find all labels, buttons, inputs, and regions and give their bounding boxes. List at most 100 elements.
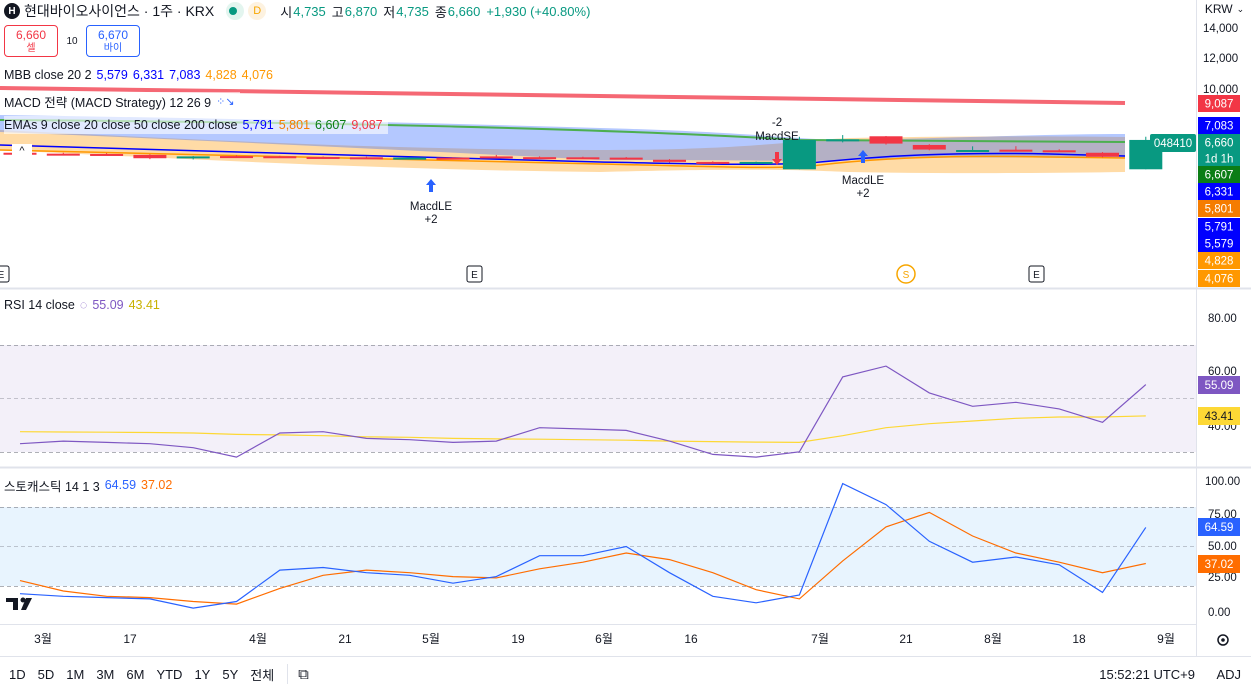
stoch-k-value-badge: 64.59 bbox=[1198, 518, 1240, 536]
candle[interactable] bbox=[956, 146, 990, 152]
legend-stoch[interactable]: 스토캐스틱 14 1 3 64.59 37.02 bbox=[4, 476, 178, 494]
candle[interactable] bbox=[1042, 149, 1076, 153]
macd-se-qty: -2 bbox=[772, 117, 782, 129]
range-3m[interactable]: 3M bbox=[96, 666, 115, 682]
range-1m[interactable]: 1M bbox=[66, 666, 85, 682]
arrow-up-icon bbox=[858, 150, 868, 163]
candle[interactable] bbox=[739, 161, 773, 164]
symbol-title[interactable]: 현대바이오사이언스 · 1주 · KRX bbox=[24, 3, 215, 19]
low-label: 저 bbox=[383, 4, 396, 20]
candle[interactable] bbox=[220, 155, 253, 159]
range-5d[interactable]: 5D bbox=[37, 666, 55, 682]
market-open-icon[interactable] bbox=[226, 2, 245, 20]
candle[interactable] bbox=[133, 154, 167, 160]
candle[interactable] bbox=[696, 161, 730, 164]
range-5y[interactable]: 5Y bbox=[222, 666, 239, 682]
price-axis-badge: 5,791 bbox=[1198, 218, 1240, 235]
candle-body bbox=[1086, 152, 1119, 157]
candle[interactable] bbox=[999, 146, 1033, 152]
time-axis-label: 21 bbox=[338, 632, 352, 646]
currency-selector[interactable]: KRW ⌄ bbox=[1198, 0, 1251, 18]
candle-body bbox=[479, 156, 513, 159]
buy-button[interactable]: 6,670 바이 bbox=[86, 25, 140, 57]
price-axis-badge-text: 6,660 bbox=[1205, 138, 1234, 150]
candle[interactable] bbox=[176, 156, 210, 160]
price-axis-badge: 5,579 bbox=[1198, 235, 1240, 252]
sell-price: 6,660 bbox=[15, 28, 47, 42]
candle[interactable] bbox=[90, 153, 124, 156]
candle[interactable] bbox=[826, 135, 860, 143]
time-axis[interactable]: 3월 17 4월 21 5월 19 6월 16 7월 21 8월 18 9월 bbox=[34, 632, 1175, 646]
clock[interactable]: 15:52:21 UTC+9 bbox=[1099, 667, 1195, 682]
candle-body bbox=[999, 149, 1033, 152]
trade-panel: 6,660 셀 10 6,670 바이 bbox=[4, 25, 140, 57]
stoch-tick-label: 25.00 bbox=[1208, 572, 1237, 584]
event-split-marker[interactable]: S bbox=[896, 264, 916, 284]
candle[interactable] bbox=[609, 157, 643, 160]
delayed-data-badge[interactable]: D bbox=[248, 2, 267, 20]
tradingview-logo-icon[interactable] bbox=[6, 596, 40, 612]
candle-body bbox=[566, 157, 600, 160]
quantity-field[interactable]: 10 bbox=[66, 35, 78, 47]
candle[interactable] bbox=[46, 152, 80, 156]
range-1y[interactable]: 1Y bbox=[194, 666, 211, 682]
time-axis-label: 19 bbox=[511, 632, 525, 646]
macd-le-qty: +2 bbox=[424, 214, 437, 226]
event-earnings-marker[interactable]: E bbox=[466, 265, 483, 283]
price-axis-badge-text: 6,331 bbox=[1205, 187, 1234, 199]
candle[interactable] bbox=[566, 156, 600, 160]
legend-rsi[interactable]: RSI 14 close ◌ 55.09 43.41 bbox=[4, 296, 165, 314]
price-axis-badge-text: 5,579 bbox=[1205, 239, 1234, 251]
candle[interactable] bbox=[1086, 152, 1119, 158]
data-window-icon[interactable]: ⁘↘ bbox=[216, 95, 235, 108]
event-earnings-marker[interactable]: E bbox=[1028, 265, 1045, 283]
candle[interactable] bbox=[912, 144, 946, 151]
candle[interactable] bbox=[653, 159, 686, 163]
candle-body bbox=[653, 159, 686, 162]
candle[interactable] bbox=[869, 135, 903, 145]
legend-emas[interactable]: EMAs 9 close 20 close 50 close 200 close… bbox=[4, 116, 388, 134]
range-ytd[interactable]: YTD bbox=[156, 666, 183, 682]
stoch-k-legend-value: 64.59 bbox=[104, 478, 137, 492]
time-axis-label: 8월 bbox=[984, 632, 1002, 646]
chevron-down-icon: ⌄ bbox=[1236, 3, 1245, 14]
legend-macd[interactable]: MACD 전략 (MACD Strategy) 12 26 9 ⁘↘ bbox=[4, 92, 240, 110]
rsi-legend-value: 55.09 bbox=[92, 298, 124, 312]
macd-le-marker-2[interactable]: MacdLE +2 bbox=[842, 150, 885, 200]
sell-button[interactable]: 6,660 셀 bbox=[4, 25, 58, 57]
candle-body bbox=[220, 156, 253, 159]
candle[interactable] bbox=[349, 156, 383, 160]
collapse-legend-button[interactable]: ^ bbox=[12, 144, 32, 158]
legend-mbb[interactable]: MBB close 20 2 5,579 6,331 7,083 4,828 4… bbox=[4, 66, 278, 84]
candle-body bbox=[393, 157, 427, 160]
mbb-value-2: 6,331 bbox=[132, 68, 165, 82]
emas-value-1: 5,791 bbox=[242, 118, 274, 132]
candle[interactable] bbox=[263, 155, 297, 159]
time-axis-label: 7월 bbox=[811, 632, 829, 646]
symbol-header[interactable]: H 현대바이오사이언스 · 1주 · KRX D 시 4,735 고 6,870… bbox=[0, 0, 596, 22]
event-earnings-marker[interactable]: E bbox=[0, 265, 10, 283]
bottom-toolbar: 1D 5D 1M 3M 6M YTD 1Y 5Y 전체 ⧉ 15:52:21 U… bbox=[0, 656, 1251, 691]
candle[interactable] bbox=[393, 157, 427, 160]
candle[interactable] bbox=[782, 136, 816, 170]
macd-se-marker[interactable]: -2 MacdSE bbox=[755, 117, 799, 165]
candle[interactable] bbox=[306, 156, 340, 160]
candle[interactable] bbox=[479, 154, 513, 159]
price-axis-badge-text: 5,801 bbox=[1205, 204, 1234, 216]
candle-body bbox=[523, 157, 557, 160]
stoch-tick-label: 0.00 bbox=[1208, 607, 1230, 619]
range-all[interactable]: 전체 bbox=[250, 667, 275, 683]
candle[interactable] bbox=[436, 157, 470, 160]
loading-icon: ◌ bbox=[79, 298, 88, 312]
date-range-icon[interactable]: ⧉ bbox=[298, 665, 309, 683]
range-6m[interactable]: 6M bbox=[126, 666, 145, 682]
candle-body bbox=[869, 136, 903, 144]
candle-body bbox=[263, 156, 297, 159]
adj-toggle[interactable]: ADJ bbox=[1216, 667, 1241, 682]
macd-le-marker-1[interactable]: MacdLE +2 bbox=[410, 179, 453, 226]
candle[interactable] bbox=[523, 156, 557, 160]
rsi-label: RSI 14 close bbox=[4, 298, 75, 312]
chart-settings-icon[interactable] bbox=[1217, 634, 1229, 646]
range-1d[interactable]: 1D bbox=[9, 666, 26, 682]
